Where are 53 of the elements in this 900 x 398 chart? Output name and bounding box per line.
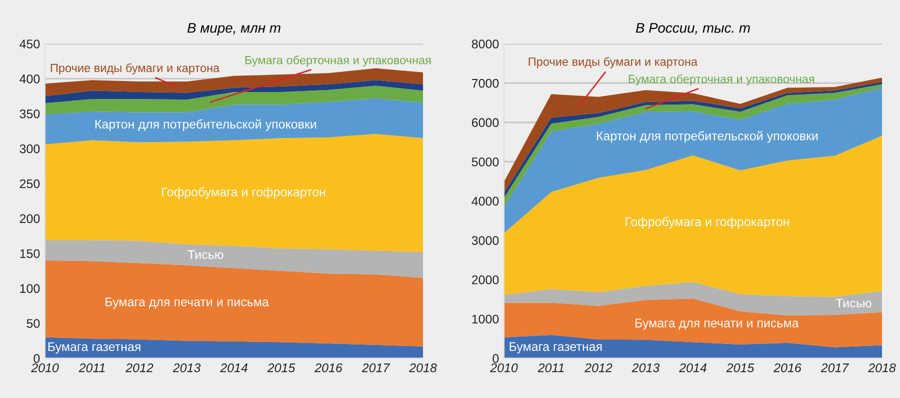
y-tick-label: 1000 [472, 314, 499, 324]
x-tick-label: 2017 [362, 363, 390, 372]
x-tick-label: 2015 [267, 363, 296, 372]
series-label: Гофробумага и гофрокартон [162, 187, 326, 199]
x-tick-label: 2014 [220, 363, 248, 372]
y-tick-label: 350 [20, 109, 40, 118]
series-label: Бумага газетная [510, 342, 602, 354]
x-tick-label: 2010 [490, 363, 518, 372]
y-tick-label: 0 [34, 354, 40, 363]
y-tick-label: 0 [492, 354, 499, 363]
x-tick-label: 2012 [584, 363, 612, 372]
x-tick-label: 2011 [538, 363, 564, 372]
x-tick-label: 2013 [632, 363, 660, 372]
x-tick-label: 2018 [409, 363, 437, 372]
series-label: Прочие виды бумаги и картона [50, 63, 220, 74]
x-tick-label: 2011 [78, 363, 105, 372]
text: Прочие виды бумаги и картона [528, 57, 698, 68]
y-tick-label: 5000 [472, 157, 499, 166]
series-label: Бумага газетная [48, 342, 140, 354]
x-tick-label: 2017 [820, 363, 850, 372]
series-label: Тисью [836, 298, 872, 308]
y-tick-label: 100 [20, 284, 40, 293]
series-label: Гофробумага и гофрокартон [626, 216, 789, 229]
y-tick-label: 300 [20, 144, 40, 154]
x-tick-label: 2014 [679, 363, 706, 372]
y-tick-label: 7000 [472, 78, 499, 88]
x-tick-label: 2013 [172, 363, 201, 372]
series-label: Тисью [188, 250, 224, 259]
series-label: Бумага для печати и письма [636, 318, 799, 330]
x-tick-label: 2012 [126, 363, 154, 372]
chart-title: В России, тыс. т [636, 23, 750, 34]
y-tick-label: 3000 [472, 236, 499, 245]
y-tick-label: 4000 [472, 196, 499, 206]
text: Бумага оберточная и упаковочная [245, 56, 431, 67]
y-tick-label: 450 [20, 40, 40, 48]
chart-title: В мире, млн т [187, 23, 280, 36]
x-tick-label: 2015 [726, 363, 754, 372]
x-tick-label: 2018 [868, 363, 896, 372]
y-tick-label: 400 [20, 74, 40, 84]
series-label: Картон для потребительской упоковки [596, 130, 818, 143]
y-tick-label: 250 [20, 179, 40, 188]
y-tick-label: 200 [20, 214, 40, 224]
y-tick-label: 50 [26, 319, 40, 328]
y-tick-label: 2000 [472, 275, 499, 284]
x-tick-label: 2010 [31, 363, 59, 372]
series-label: Картон для потребительской упоковки [95, 119, 316, 132]
y-tick-label: 6000 [472, 118, 499, 128]
series-label: Бумага оберточная и упаковочная [628, 74, 814, 86]
y-tick-label: 8000 [472, 40, 499, 48]
x-tick-label: 2016 [774, 363, 802, 372]
y-tick-label: 150 [20, 249, 40, 258]
series-label: Бумага для печати и письма [106, 298, 269, 309]
x-tick-label: 2016 [314, 363, 342, 372]
